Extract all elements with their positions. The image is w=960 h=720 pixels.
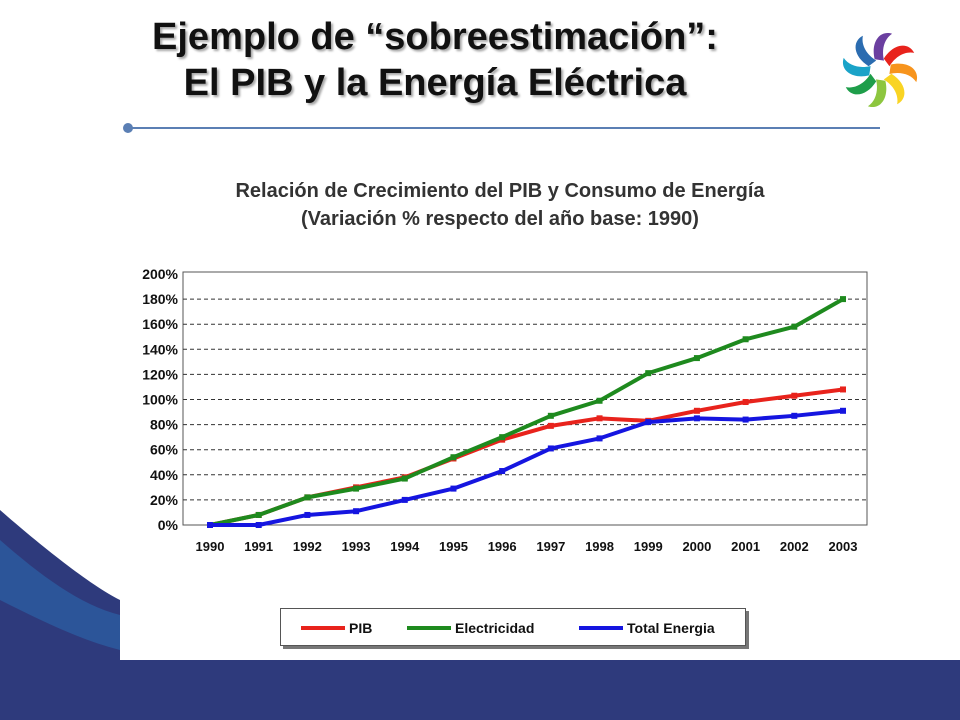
slide-title: Ejemplo de “sobreestimación”: El PIB y l… xyxy=(40,14,830,106)
data-point-pib xyxy=(596,415,603,422)
data-point-total-energia xyxy=(645,419,652,426)
data-point-total-energia xyxy=(353,508,360,515)
x-tick-label: 2001 xyxy=(731,539,760,554)
data-point-total-energia xyxy=(596,435,603,442)
chart-legend: PIB Electricidad Total Energia xyxy=(280,608,746,646)
series-line-total-energia xyxy=(210,408,844,527)
logo-petal xyxy=(873,32,893,61)
x-tick-label: 1999 xyxy=(634,539,663,554)
legend-swatch-total-energia xyxy=(579,626,623,630)
data-point-electricidad xyxy=(499,434,506,441)
chart-subtitle: (Variación % respecto del año base: 1990… xyxy=(301,208,699,230)
data-point-total-energia xyxy=(693,415,700,422)
y-tick-label: 60% xyxy=(150,442,179,458)
x-tick-label: 1998 xyxy=(585,539,614,554)
legend-swatch-pib xyxy=(301,626,345,630)
data-point-total-energia xyxy=(499,468,506,475)
y-tick-label: 200% xyxy=(142,266,178,282)
data-point-total-energia xyxy=(255,522,262,528)
logo-petal xyxy=(889,63,918,83)
data-point-electricidad xyxy=(304,494,311,501)
data-point-pib xyxy=(742,399,749,406)
data-point-pib xyxy=(547,422,554,429)
legend-swatch-electricidad xyxy=(407,626,451,630)
x-tick-label: 1997 xyxy=(536,539,565,554)
y-tick-label: 80% xyxy=(150,417,179,433)
data-point-electricidad xyxy=(742,336,749,343)
logo-petal xyxy=(842,57,871,77)
data-point-total-energia xyxy=(547,445,554,452)
y-tick-label: 120% xyxy=(142,366,178,382)
data-point-electricidad xyxy=(645,370,652,377)
legend-label-electricidad: Electricidad xyxy=(455,620,535,636)
data-point-electricidad xyxy=(547,412,554,419)
data-point-electricidad xyxy=(450,454,457,461)
data-point-total-energia xyxy=(304,511,311,518)
title-divider xyxy=(128,127,880,129)
y-tick-label: 20% xyxy=(150,492,179,508)
data-point-total-energia xyxy=(207,522,213,528)
x-tick-label: 1993 xyxy=(342,539,371,554)
y-tick-label: 40% xyxy=(150,467,179,483)
logo-petal xyxy=(883,45,915,67)
chart-title: Relación de Crecimiento del PIB y Consum… xyxy=(235,180,765,202)
data-point-electricidad xyxy=(791,323,798,330)
data-point-electricidad xyxy=(353,485,360,492)
data-point-total-energia xyxy=(791,412,798,419)
data-point-total-energia xyxy=(450,485,457,492)
series-line-electricidad xyxy=(209,297,844,527)
data-point-pib xyxy=(791,392,798,399)
pinwheel-logo-icon xyxy=(842,32,918,108)
y-tick-label: 100% xyxy=(142,392,178,408)
y-tick-label: 180% xyxy=(142,291,178,307)
data-point-total-energia xyxy=(742,416,749,423)
x-tick-label: 1990 xyxy=(196,539,225,554)
logo-petal xyxy=(845,73,877,95)
x-tick-label: 1992 xyxy=(293,539,322,554)
logo-petal xyxy=(855,35,877,67)
y-tick-label: 160% xyxy=(142,316,178,332)
data-point-total-energia xyxy=(840,407,846,414)
y-tick-label: 0% xyxy=(158,517,179,533)
chart-title-block: Relación de Crecimiento del PIB y Consum… xyxy=(180,177,820,233)
logo-petal xyxy=(867,79,887,108)
x-tick-label: 2002 xyxy=(780,539,809,554)
slide-title-line2: El PIB y la Energía Eléctrica xyxy=(183,62,687,104)
x-tick-label: 1991 xyxy=(244,539,273,554)
legend-label-total-energia: Total Energia xyxy=(627,620,715,636)
data-point-electricidad xyxy=(401,475,408,482)
data-point-electricidad xyxy=(255,511,262,518)
y-tick-label: 140% xyxy=(142,341,178,357)
legend-label-pib: PIB xyxy=(349,620,373,636)
x-tick-label: 2000 xyxy=(682,539,711,554)
data-point-total-energia xyxy=(401,496,408,503)
data-point-electricidad xyxy=(693,355,700,362)
x-tick-label: 1996 xyxy=(488,539,517,554)
plot-area xyxy=(182,271,868,526)
data-point-pib xyxy=(693,407,700,414)
slide-title-line1: Ejemplo de “sobreestimación”: xyxy=(152,16,718,58)
data-point-electricidad xyxy=(840,296,846,303)
data-point-pib xyxy=(840,386,846,393)
x-tick-label: 1994 xyxy=(390,539,420,554)
data-point-electricidad xyxy=(596,397,603,404)
x-tick-label: 1995 xyxy=(439,539,468,554)
x-tick-label: 2003 xyxy=(829,539,858,554)
logo-petal xyxy=(883,73,905,105)
